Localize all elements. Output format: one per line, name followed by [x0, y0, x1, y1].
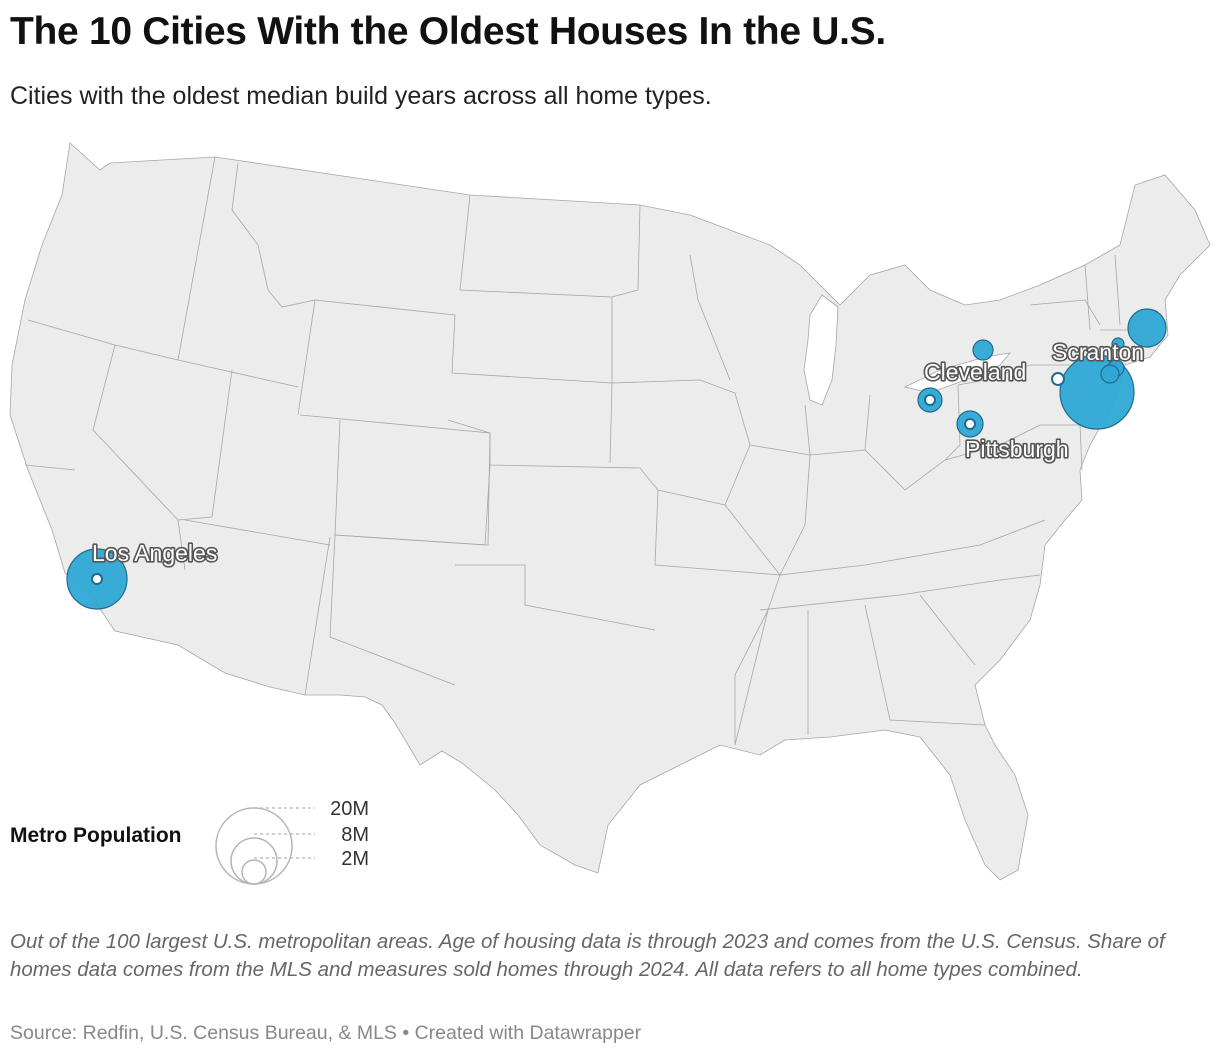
legend-label-2m: 2M: [341, 848, 369, 870]
chart-notes: Out of the 100 largest U.S. metropolitan…: [10, 930, 1165, 981]
city-bubble-boston[interactable]: [1127, 308, 1167, 348]
label-scranton: Scranton: [1052, 339, 1144, 365]
city-dot-cleveland[interactable]: [924, 394, 936, 406]
chart-subtitle: Cities with the oldest median build year…: [10, 82, 712, 110]
us-map: Los Angeles Cleveland Pittsburgh Scranto…: [0, 125, 1220, 895]
chart-source: Source: Redfin, U.S. Census Bureau, & ML…: [10, 1022, 642, 1044]
label-los-angeles: Los Angeles: [92, 540, 217, 566]
city-dot-scranton[interactable]: [1051, 372, 1065, 386]
legend-title: Metro Population: [10, 824, 182, 847]
lake-michigan: [803, 294, 839, 406]
label-cleveland: Cleveland: [924, 359, 1026, 385]
legend-circle-8m: [230, 837, 278, 885]
label-pittsburgh: Pittsburgh: [965, 436, 1069, 462]
city-dot-pittsburgh[interactable]: [964, 418, 976, 430]
legend-label-20m: 20M: [330, 798, 369, 820]
state-borders: [24, 156, 1145, 746]
us-map-svg: Los Angeles Cleveland Pittsburgh Scranto…: [9, 142, 1211, 881]
city-bubble-hartford[interactable]: [1111, 337, 1125, 351]
legend-circle-20m: [215, 807, 293, 885]
city-dot-los-angeles[interactable]: [91, 573, 103, 585]
chart-title: The 10 Cities With the Oldest Houses In …: [10, 10, 886, 53]
city-bubble-bridgeport[interactable]: [1100, 364, 1120, 384]
legend-label-8m: 8M: [341, 824, 369, 846]
size-legend: 20M 8M 2M: [215, 798, 369, 885]
us-landmass: [9, 142, 1211, 881]
legend-circle-2m: [241, 859, 267, 885]
city-bubble-buffalo[interactable]: [972, 339, 994, 361]
